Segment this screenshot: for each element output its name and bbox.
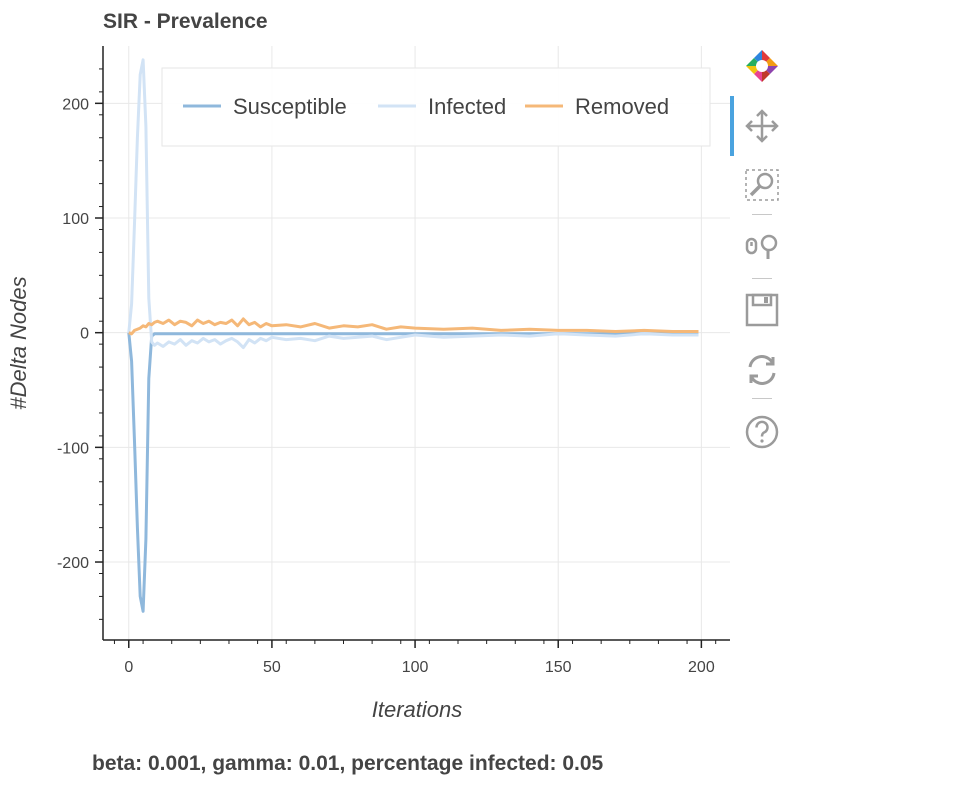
y-tick-label: -200 [57,555,89,572]
x-tick-label: 150 [545,659,572,676]
y-tick-label: 200 [62,96,89,113]
chart-title: SIR - Prevalence [103,10,268,33]
x-tick-label: 100 [402,659,429,676]
y-axis-label: #Delta Nodes [6,276,31,409]
save-disk-icon[interactable] [742,290,782,330]
axes: 200 100 0 -100 -200 0 50 100 150 200 [57,46,730,676]
bokeh-logo-icon[interactable] [742,46,782,86]
reset-icon[interactable] [742,350,782,390]
legend-label-susceptible: Susceptible [233,94,347,119]
series-line-infected [127,58,699,350]
series-line-susceptible [127,332,699,613]
toolbar [730,42,792,462]
box-zoom-icon[interactable] [742,164,782,204]
series-layer [127,58,699,613]
series-line-removed [128,317,699,336]
legend: Susceptible Infected Removed [161,67,711,147]
legend-box [161,67,711,147]
wheel-zoom-icon[interactable] [742,226,782,266]
parameters-caption: beta: 0.001, gamma: 0.01, percentage inf… [92,752,604,775]
legend-label-removed: Removed [575,94,669,119]
y-tick-label: 100 [62,211,89,228]
y-tick-label: 0 [80,326,89,343]
x-axis-label: Iterations [372,697,463,722]
toolbar-separator [752,278,772,279]
active-tool-indicator [730,96,734,156]
legend-label-infected: Infected [428,94,506,119]
toolbar-separator [752,398,772,399]
plot-area[interactable]: 200 100 0 -100 -200 0 50 100 150 200 Susceptible I… [0,0,730,740]
help-icon[interactable] [742,412,782,452]
move-arrows-icon[interactable] [742,106,782,146]
x-tick-label: 200 [688,659,715,676]
toolbar-separator [752,214,772,215]
y-tick-label: -100 [57,440,89,457]
x-tick-label: 50 [263,659,281,676]
x-tick-label: 0 [124,659,133,676]
